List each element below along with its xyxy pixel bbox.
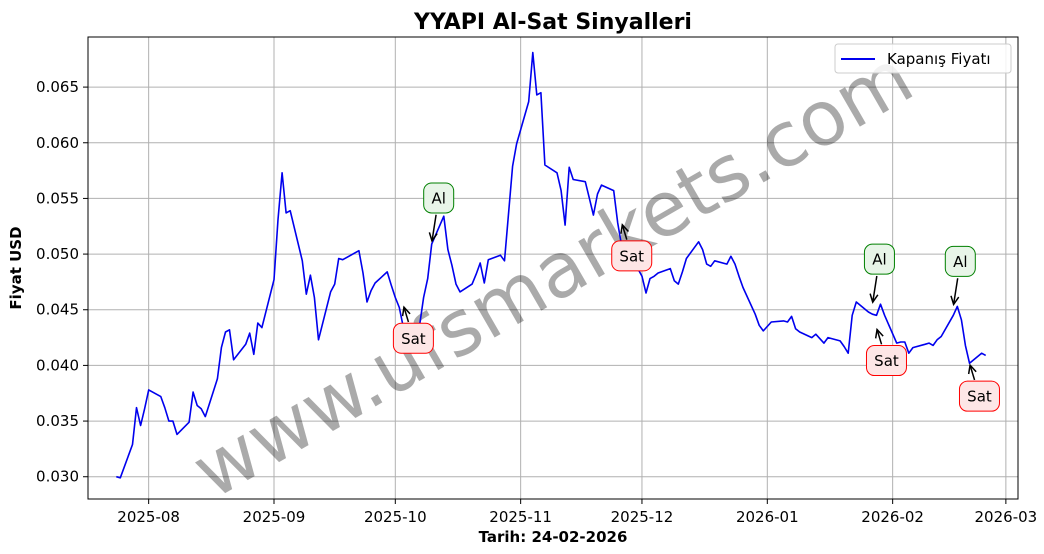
watermark: www.ufsmarkets.com [178, 32, 927, 516]
chart-title: YYAPI Al-Sat Sinyalleri [413, 10, 692, 35]
plot-frame [87, 36, 1019, 500]
x-tick-label: 2025-12 [611, 508, 674, 526]
annotation-arrowhead [950, 295, 960, 307]
x-tick-label: 2025-08 [117, 508, 180, 526]
annotation-arrowhead [967, 363, 977, 375]
annotation-arrowhead [401, 305, 411, 317]
annotations-layer: Al Sat Sat Al Sat Al Sat [392, 182, 1000, 412]
annotation-label: Sat [874, 352, 899, 370]
annotation-arrowhead [428, 232, 438, 243]
y-tick-label: 0.030 [36, 468, 79, 486]
annotation-box [392, 322, 434, 354]
annotation-arrow [969, 364, 976, 381]
sell-annotation: Sat [392, 305, 434, 354]
y-axis: 0.030 0.035 0.040 0.045 0.050 0.055 0.060 0.065 [36, 78, 88, 486]
annotation-box [944, 245, 976, 277]
y-tick-label: 0.045 [36, 301, 79, 319]
x-tick-label: 2025-11 [489, 508, 552, 526]
annotation-box [865, 345, 907, 377]
buy-annotation: Al [423, 182, 455, 243]
annotation-arrow [952, 278, 959, 305]
sell-annotation: Sat [611, 223, 653, 272]
annotation-arrowhead [620, 223, 629, 234]
x-tick-label: 2025-10 [364, 508, 427, 526]
watermark-text: www.ufsmarkets.com [178, 32, 927, 516]
annotation-arrowhead [874, 327, 884, 339]
annotation-box [611, 240, 653, 272]
x-tick-label: 2026-02 [861, 508, 924, 526]
y-tick-label: 0.060 [36, 134, 79, 152]
annotation-box [863, 243, 895, 275]
legend-box [834, 43, 1012, 74]
annotation-label: Sat [967, 388, 992, 406]
x-axis-label: Tarih: 24-02-2026 [479, 528, 628, 546]
annotation-arrow [403, 306, 410, 323]
y-tick-label: 0.050 [36, 245, 79, 263]
x-tick-label: 2026-01 [736, 508, 799, 526]
y-axis-label: Fiyat USD [7, 226, 25, 309]
buy-annotation: Al [944, 245, 976, 307]
legend-label: Kapanış Fiyatı [887, 50, 991, 68]
annotation-box [423, 182, 455, 214]
annotation-arrow [431, 214, 437, 242]
annotation-label: Sat [619, 247, 644, 265]
price-series-line [116, 51, 987, 479]
y-tick-label: 0.035 [36, 412, 79, 430]
annotation-label: Al [953, 253, 967, 271]
grid-lines [88, 37, 1018, 499]
y-tick-label: 0.040 [36, 356, 79, 374]
x-tick-label: 2026-03 [975, 508, 1038, 526]
annotation-label: Al [872, 251, 886, 269]
annotation-box [958, 380, 1000, 412]
y-tick-label: 0.065 [36, 78, 79, 96]
legend: Kapanış Fiyatı [834, 43, 1012, 74]
x-tick-label: 2025-09 [243, 508, 306, 526]
annotation-arrow [872, 275, 878, 303]
annotation-label: Sat [401, 330, 426, 348]
annotation-arrow [876, 329, 883, 345]
annotation-arrow [621, 224, 628, 240]
sell-annotation: Sat [958, 363, 1000, 412]
buy-annotation: Al [863, 243, 895, 304]
annotation-label: Al [431, 189, 445, 207]
sell-annotation: Sat [865, 327, 907, 377]
annotation-arrowhead [869, 293, 879, 304]
x-axis: 2025-08 2025-09 2025-10 2025-11 2025-12 2026-… [117, 499, 1037, 526]
series-layer [116, 51, 987, 479]
y-tick-label: 0.055 [36, 189, 79, 207]
